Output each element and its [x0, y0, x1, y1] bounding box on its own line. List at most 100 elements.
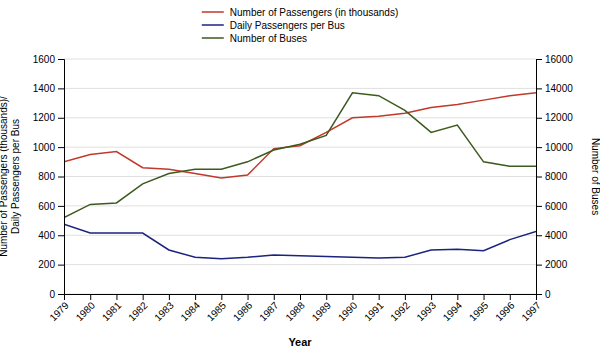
tick-label: 600 — [38, 201, 55, 212]
tick-mark — [58, 294, 64, 295]
tick: 1988 — [283, 294, 307, 323]
tick-label: 1986 — [231, 299, 255, 323]
tick-label: 1982 — [126, 299, 150, 323]
tick: 1995 — [467, 294, 491, 323]
tick-label: 1200 — [33, 112, 56, 123]
tick: 0 — [49, 289, 64, 300]
tick: 1600 — [33, 54, 64, 65]
tick-mark — [536, 88, 542, 89]
grid-line — [64, 147, 536, 148]
tick-mark — [405, 294, 406, 300]
tick: 0 — [536, 289, 551, 300]
tick: 4000 — [536, 230, 568, 241]
tick-mark — [484, 294, 485, 300]
tick: 1980 — [74, 294, 98, 323]
tick-label: 0 — [545, 289, 551, 300]
tick-label: 1400 — [33, 83, 56, 94]
tick-label: 14000 — [545, 83, 573, 94]
tick: 1400 — [33, 83, 64, 94]
tick-mark — [326, 294, 327, 300]
grid-line — [64, 235, 536, 236]
tick-label: 10000 — [545, 142, 573, 153]
tick-mark — [352, 294, 353, 300]
tick-mark — [536, 147, 542, 148]
tick-label: 1983 — [152, 299, 176, 323]
tick-label: 1979 — [47, 299, 71, 323]
tick-label: 1600 — [33, 54, 56, 65]
legend-label: Daily Passengers per Bus — [230, 20, 345, 31]
y-axis: 02004006008001000120014001600 — [33, 54, 65, 300]
grid-line — [64, 117, 536, 118]
tick-label: 12000 — [545, 112, 573, 123]
tick: 1981 — [100, 294, 124, 323]
legend-item: Number of Passengers (in thousands) — [202, 7, 398, 18]
tick-label: 1994 — [441, 299, 465, 323]
tick-mark — [195, 294, 196, 300]
tick-mark — [58, 118, 64, 119]
tick-label: 1990 — [336, 299, 360, 323]
tick: 2000 — [536, 259, 568, 270]
axis-line — [537, 60, 543, 295]
grid-line — [64, 264, 536, 265]
tick-mark — [58, 147, 64, 148]
tick: 1984 — [178, 294, 202, 323]
tick: 1996 — [493, 294, 517, 323]
tick-mark — [536, 206, 542, 207]
tick-label: 1987 — [257, 299, 281, 323]
tick-label: 1992 — [388, 299, 412, 323]
tick: 10000 — [536, 142, 573, 153]
tick-mark — [58, 88, 64, 89]
tick-mark — [536, 265, 542, 266]
tick-mark — [536, 177, 542, 178]
tick-label: 1984 — [178, 299, 202, 323]
tick-mark — [116, 294, 117, 300]
series-line — [64, 93, 536, 218]
tick: 1983 — [152, 294, 176, 323]
series-line — [64, 224, 536, 259]
tick: 1000 — [33, 142, 64, 153]
legend-swatch — [202, 37, 224, 39]
tick: 8000 — [536, 171, 568, 182]
tick-mark — [248, 294, 249, 300]
y2-axis-title: Number of Buses — [590, 138, 600, 215]
legend-label: Number of Passengers (in thousands) — [230, 7, 398, 18]
tick: 1994 — [441, 294, 465, 323]
tick-mark — [58, 206, 64, 207]
tick-label: 4000 — [545, 230, 568, 241]
tick-mark — [536, 235, 542, 236]
tick-label: 1995 — [467, 299, 491, 323]
lines — [64, 93, 536, 259]
tick: 14000 — [536, 83, 573, 94]
axis-line — [65, 295, 537, 301]
tick-label: 1997 — [519, 299, 543, 323]
tick-label: 1991 — [362, 299, 386, 323]
grid-line — [64, 88, 536, 89]
tick: 1985 — [205, 294, 229, 323]
x-axis-title: Year — [288, 336, 312, 348]
tick-label: 1996 — [493, 299, 517, 323]
legend-swatch — [202, 24, 224, 26]
tick: 600 — [38, 201, 64, 212]
tick-mark — [58, 235, 64, 236]
tick-label: 1989 — [310, 299, 334, 323]
tick-mark — [58, 265, 64, 266]
y-axis-title-line: Daily Passengers per Bus — [10, 119, 21, 234]
tick-mark — [221, 294, 222, 300]
tick-label: 800 — [38, 171, 55, 182]
tick-mark — [90, 294, 91, 300]
tick-label: 1000 — [33, 142, 56, 153]
tick-label: 0 — [49, 289, 55, 300]
tick-label: 2000 — [545, 259, 568, 270]
tick-label: 200 — [38, 259, 55, 270]
tick-mark — [143, 294, 144, 300]
tick-label: 1980 — [74, 299, 98, 323]
tick-mark — [300, 294, 301, 300]
tick: 1997 — [519, 294, 543, 323]
legend-item: Daily Passengers per Bus — [202, 20, 345, 31]
y-axis-title: Number of Passengers (thousands)/Daily P… — [0, 96, 21, 257]
tick-label: 16000 — [545, 54, 573, 65]
tick: 1986 — [231, 294, 255, 323]
y-axis-title-line: Number of Passengers (thousands)/ — [0, 96, 9, 257]
tick: 1992 — [388, 294, 412, 323]
tick-mark — [536, 118, 542, 119]
